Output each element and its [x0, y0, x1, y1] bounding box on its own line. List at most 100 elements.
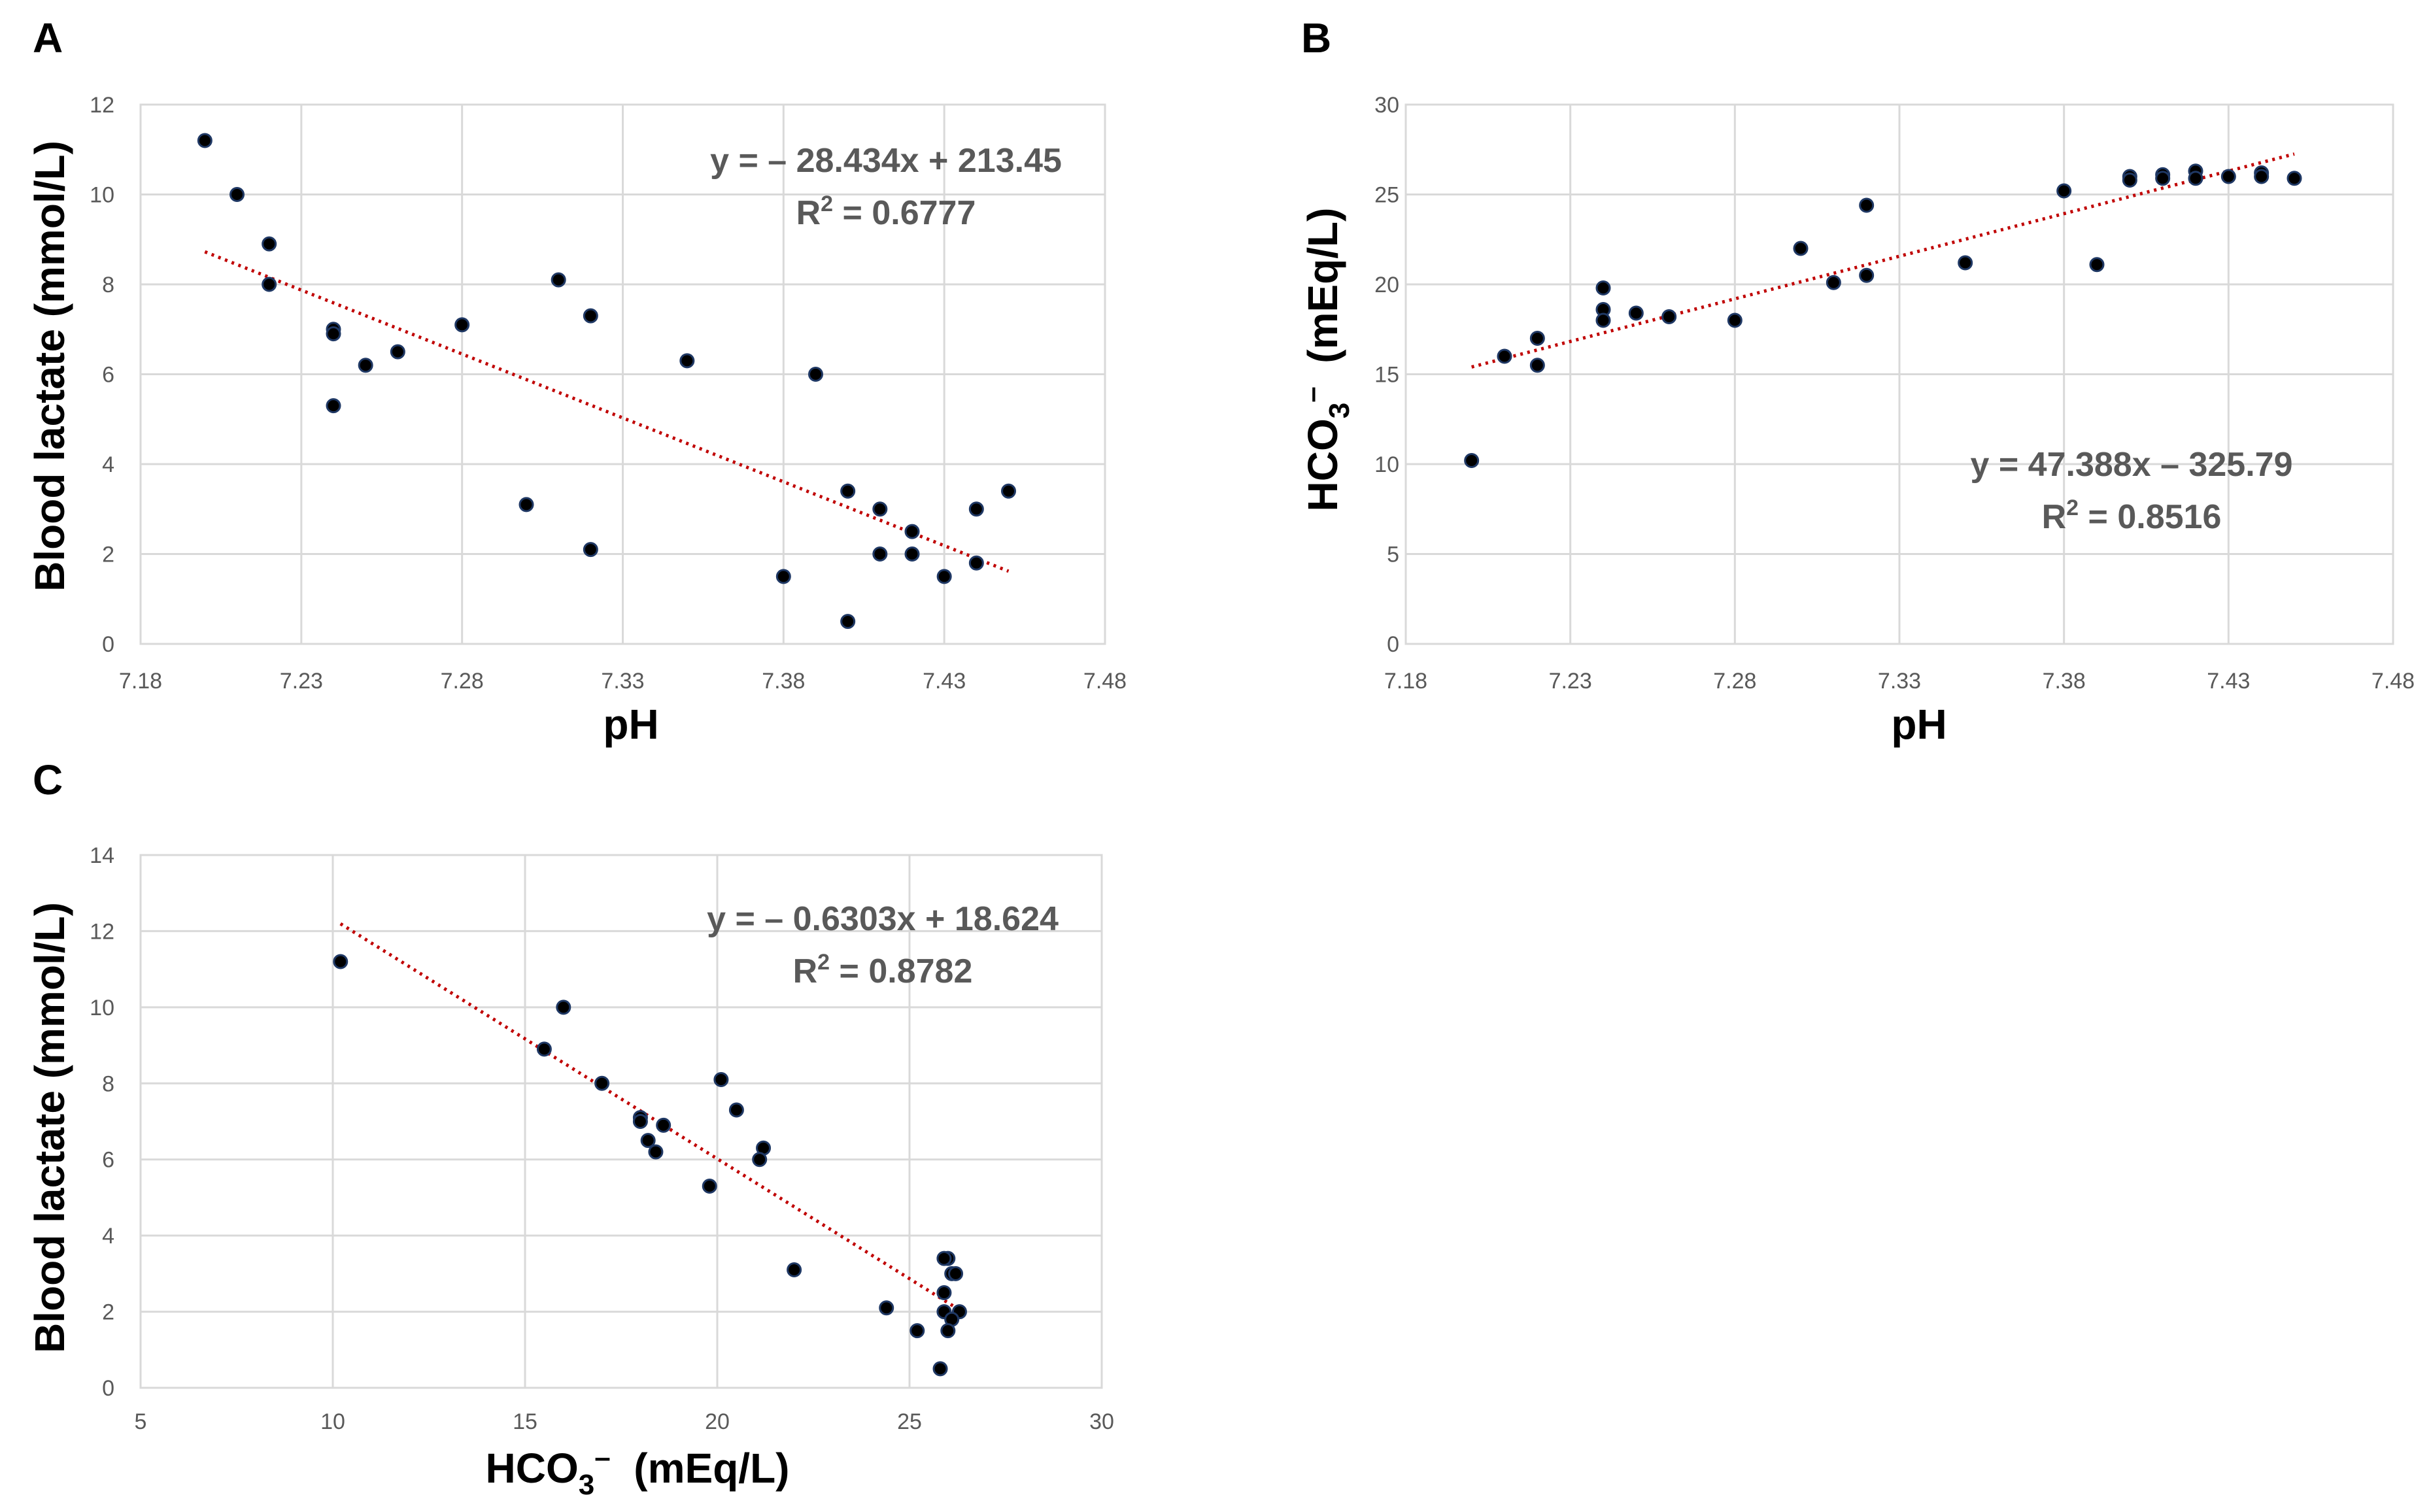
data-point-c — [948, 1266, 964, 1281]
y-tick-label-b: 15 — [1374, 363, 1399, 388]
x-tick-label-b: 7.43 — [2207, 669, 2250, 694]
y-axis-title-a: Blood lactate (mmol/L) — [26, 141, 73, 592]
data-point-b — [2188, 171, 2203, 186]
x-tick-label-c: 30 — [1089, 1409, 1114, 1434]
data-point-a — [358, 358, 373, 373]
y-axis-title-b-subscript: 3 — [1323, 403, 1355, 418]
data-point-a — [230, 187, 245, 202]
data-point-b — [1595, 280, 1611, 295]
panel-letter-a: A — [33, 14, 63, 61]
data-point-a — [840, 614, 856, 630]
x-tick-label-b: 7.28 — [1713, 669, 1756, 694]
data-point-a — [968, 501, 984, 517]
x-tick-label-b: 7.18 — [1384, 669, 1427, 694]
x-tick-label-c: 20 — [705, 1409, 730, 1434]
panel-c: 0 2 4 6 8 10 12 14 5 10 15 20 25 30 C HCO3– (mEq/L) B… — [26, 756, 1114, 1501]
x-axis-title-c-unit: (mEq/L) — [611, 1445, 790, 1492]
data-point-c — [713, 1071, 729, 1087]
y-tick-label-a: 2 — [102, 543, 114, 567]
data-point-a — [551, 272, 566, 288]
y-tick-label-a: 0 — [102, 632, 114, 657]
x-axis-title-c-main: HCO — [486, 1445, 579, 1492]
y-tick-label-c: 12 — [90, 919, 114, 944]
data-point-b — [2155, 171, 2171, 186]
r2-label-b: R — [2042, 498, 2067, 536]
y-tick-label-c: 14 — [90, 843, 114, 868]
data-point-c — [932, 1361, 948, 1377]
data-point-b — [2220, 169, 2236, 184]
data-point-c — [640, 1133, 656, 1149]
data-point-a — [262, 277, 277, 292]
y-tick-label-c: 0 — [102, 1376, 114, 1401]
x-tick-label-a: 7.38 — [762, 669, 805, 694]
data-point-a — [808, 367, 823, 382]
y-axis-title-c: Blood lactate (mmol/L) — [26, 902, 73, 1353]
data-point-c — [333, 954, 348, 969]
data-point-a — [1001, 483, 1016, 499]
data-point-b — [1826, 275, 1841, 290]
trend-equation-a: y = – 28.434x + 213.45 — [710, 142, 1062, 180]
r2-value-c: = 0.8782 — [830, 952, 972, 990]
y-tick-label-b: 0 — [1387, 632, 1399, 657]
y-tick-label-c: 6 — [102, 1148, 114, 1173]
data-point-b — [2254, 169, 2270, 184]
r2-label-c: R — [793, 952, 818, 990]
data-point-a — [326, 398, 341, 414]
data-point-a — [936, 569, 952, 584]
data-point-b — [1595, 312, 1611, 328]
data-point-c — [632, 1114, 648, 1129]
x-tick-label-a: 7.28 — [441, 669, 484, 694]
panel-b: 0 5 10 15 20 25 30 7.18 7.23 7.28 7.33 7.38 7.43 7.48… — [1296, 14, 2415, 748]
y-tick-label-b: 25 — [1374, 183, 1399, 208]
plot-layer-a: 0 2 4 6 8 10 12 7.18 7.23 7.28 7.33 7.38 7.43 7.48 — [90, 93, 1127, 694]
data-point-a — [872, 501, 888, 517]
r2-superscript-c: 2 — [817, 950, 830, 975]
data-point-a — [197, 133, 212, 148]
data-point-b — [1628, 305, 1644, 321]
y-tick-label-c: 4 — [102, 1224, 114, 1249]
plot-layer-b: 0 5 10 15 20 25 30 7.18 7.23 7.28 7.33 7.38 7.43 7.48 — [1374, 93, 2415, 694]
y-tick-label-b: 5 — [1387, 543, 1399, 567]
data-point-c — [536, 1041, 552, 1057]
y-tick-label-a: 10 — [90, 183, 114, 208]
y-axis-title-b-unit: (mEq/L) — [1299, 208, 1346, 387]
x-tick-label-b: 7.48 — [2372, 669, 2415, 694]
data-point-a — [583, 308, 598, 324]
r2-value-b: = 0.8516 — [2079, 498, 2221, 536]
data-point-a — [518, 497, 534, 512]
r-squared-b: R2 = 0.8516 — [2042, 496, 2222, 536]
y-tick-label-a: 4 — [102, 452, 114, 477]
x-tick-label-a: 7.18 — [119, 669, 162, 694]
data-point-a — [262, 236, 277, 252]
trend-equation-c: y = – 0.6303x + 18.624 — [707, 900, 1059, 938]
y-axis-title-b-superscript: – — [1296, 386, 1328, 402]
data-point-c — [936, 1285, 952, 1300]
x-axis-title-c: HCO3– (mEq/L) — [486, 1441, 790, 1501]
data-point-a — [583, 542, 598, 558]
trendline-a — [204, 250, 1010, 573]
x-axis-title-c-subscript: 3 — [579, 1469, 594, 1501]
y-tick-label-b: 30 — [1374, 93, 1399, 118]
x-tick-label-c: 25 — [897, 1409, 922, 1434]
x-tick-label-b: 7.38 — [2043, 669, 2086, 694]
x-tick-label-c: 10 — [320, 1409, 345, 1434]
data-point-c — [936, 1251, 952, 1266]
panel-letter-c: C — [33, 756, 63, 803]
data-point-a — [904, 524, 920, 539]
y-tick-label-c: 2 — [102, 1300, 114, 1325]
data-point-c — [728, 1102, 744, 1118]
plot-layer-c: 0 2 4 6 8 10 12 14 5 10 15 20 25 30 — [90, 843, 1114, 1434]
data-point-a — [775, 569, 791, 584]
data-point-c — [940, 1323, 956, 1339]
data-point-c — [656, 1117, 672, 1133]
data-point-c — [648, 1144, 664, 1160]
x-tick-label-a: 7.48 — [1083, 669, 1127, 694]
data-point-a — [968, 555, 984, 571]
data-point-a — [679, 353, 695, 369]
data-point-b — [1497, 348, 1512, 364]
data-point-b — [1958, 255, 1973, 271]
x-tick-label-b: 7.23 — [1549, 669, 1592, 694]
r2-value-a: = 0.6777 — [833, 194, 976, 232]
